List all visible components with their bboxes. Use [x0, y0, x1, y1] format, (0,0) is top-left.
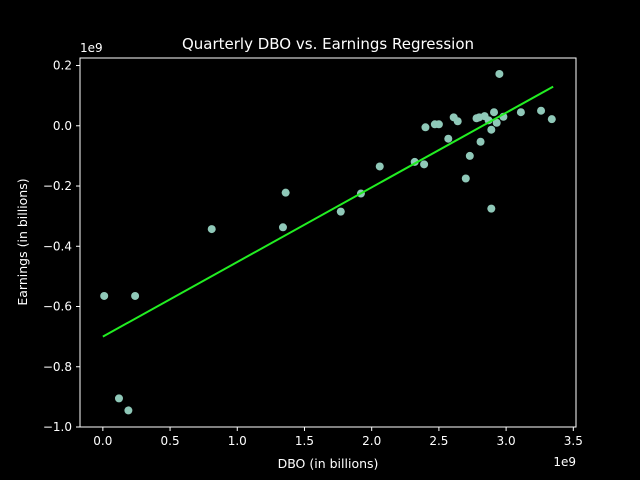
data-point	[487, 204, 496, 213]
data-point	[495, 69, 504, 78]
data-point	[278, 223, 287, 232]
data-point	[444, 134, 453, 143]
x-tick-label: 0.5	[161, 434, 180, 448]
y-tick-label: 0.2	[53, 59, 72, 73]
y-axis-offset-label: 1e9	[80, 41, 103, 55]
data-point	[421, 123, 430, 132]
regression-line	[102, 85, 554, 338]
data-point	[547, 115, 556, 124]
data-point	[490, 108, 499, 117]
axes-frame	[79, 57, 577, 428]
data-point	[281, 188, 290, 197]
plot-area	[100, 69, 556, 415]
data-point	[453, 117, 462, 126]
y-tick-label: −0.2	[43, 179, 72, 193]
x-tick-label: 2.5	[429, 434, 448, 448]
data-point	[434, 120, 443, 129]
x-axis-offset-label: 1e9	[553, 455, 576, 469]
data-point	[100, 291, 109, 300]
y-tick-label: −0.4	[43, 239, 72, 253]
data-point	[207, 225, 216, 234]
x-tick-label: 2.0	[362, 434, 381, 448]
chart-title: Quarterly DBO vs. Earnings Regression	[182, 35, 474, 53]
data-point	[537, 106, 546, 115]
x-tick-label: 1.0	[228, 434, 247, 448]
x-axis-label: DBO (in billions)	[278, 456, 379, 471]
x-tick-label: 0.0	[93, 434, 112, 448]
data-point	[131, 291, 140, 300]
axes: 0.0 0.5 1.0 1.5 2.0 2.5 3.0 3.5 −1.0 −0.8 −0.6 −0.4…	[43, 57, 583, 448]
data-point	[476, 137, 485, 146]
data-point	[336, 207, 345, 216]
y-axis-label: Earnings (in billions)	[15, 178, 30, 305]
y-tick-label: −1.0	[43, 420, 72, 434]
data-point	[487, 125, 496, 134]
x-tick-label: 3.0	[497, 434, 516, 448]
data-point	[465, 151, 474, 160]
data-point	[516, 108, 525, 117]
y-tick-label: 0.0	[53, 119, 72, 133]
data-point	[375, 162, 384, 171]
x-tick-label: 1.5	[295, 434, 314, 448]
x-tick-label: 3.5	[564, 434, 583, 448]
data-point	[420, 160, 429, 169]
data-point	[124, 406, 133, 415]
data-point	[461, 174, 470, 183]
y-tick-label: −0.6	[43, 300, 72, 314]
data-point	[492, 118, 501, 127]
y-tick-label: −0.8	[43, 360, 72, 374]
data-point	[114, 394, 123, 403]
